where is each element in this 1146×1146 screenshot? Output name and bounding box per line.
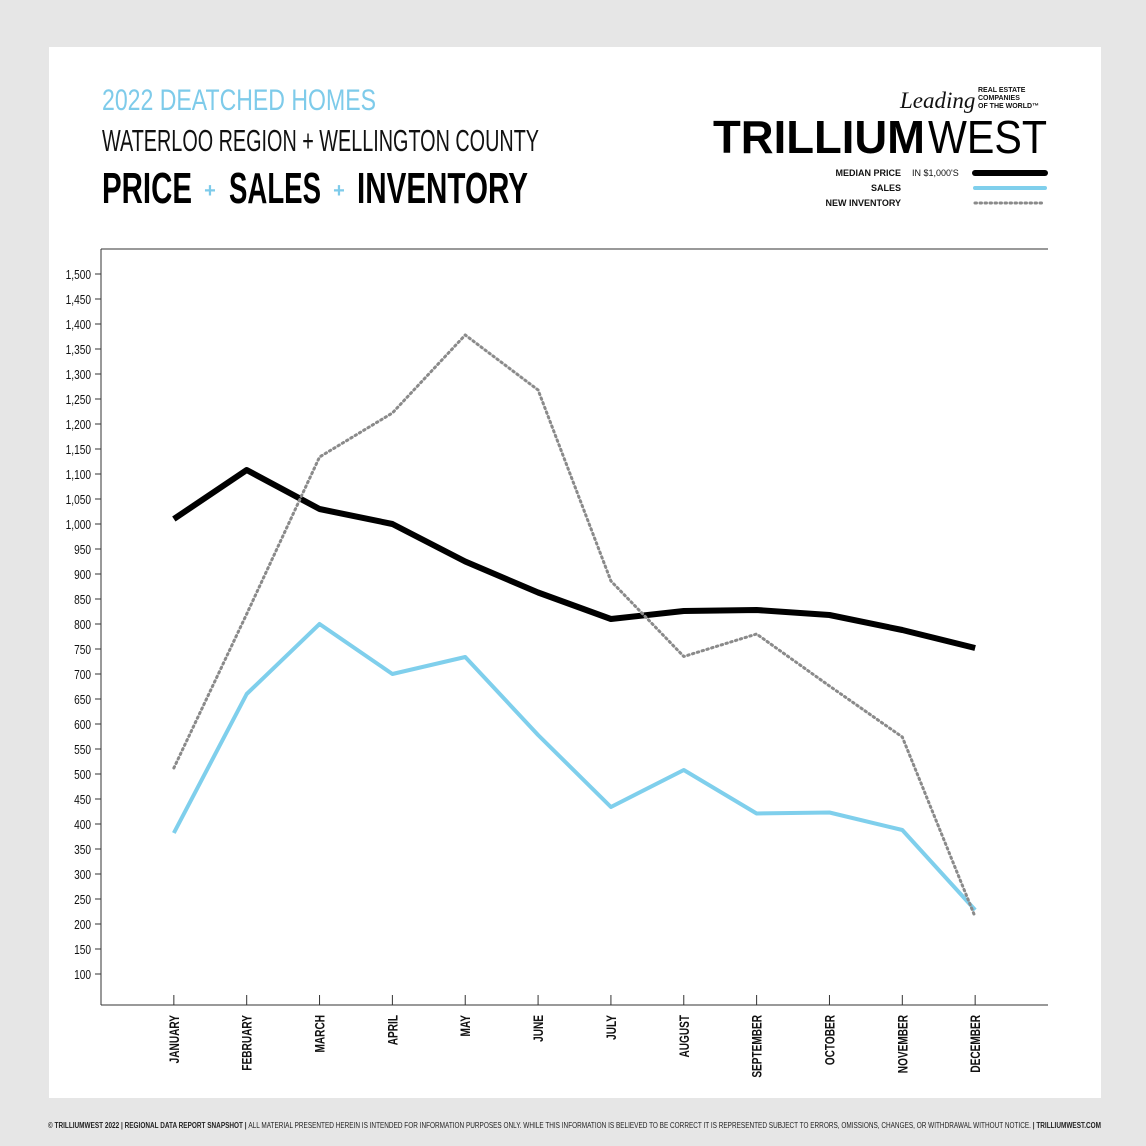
footer-separator: | bbox=[245, 1121, 247, 1130]
x-tick-label: JANUARY bbox=[166, 1015, 182, 1063]
x-tick-label: AUGUST bbox=[676, 1015, 692, 1058]
y-tick-label: 1,050 bbox=[66, 493, 92, 507]
y-tick-label: 650 bbox=[74, 693, 91, 707]
x-tick-label: FEBRUARY bbox=[239, 1015, 255, 1071]
y-tick-label: 1,450 bbox=[66, 293, 92, 307]
x-tick-label: NOVEMBER bbox=[895, 1015, 911, 1073]
x-tick-label: MARCH bbox=[312, 1015, 328, 1052]
card bbox=[49, 47, 1101, 1098]
series-line bbox=[172, 467, 976, 651]
footer-part: ALL MATERIAL PRESENTED HEREIN IS INTENDE… bbox=[248, 1121, 1031, 1130]
y-tick-label: 100 bbox=[74, 968, 91, 982]
legend-label: MEDIAN PRICE bbox=[835, 168, 901, 178]
y-tick-label: 900 bbox=[74, 568, 91, 582]
x-tick-label: MAY bbox=[458, 1015, 474, 1036]
headline-word: SALES bbox=[229, 164, 321, 213]
x-tick-label: JULY bbox=[603, 1015, 619, 1040]
y-tick-label: 950 bbox=[74, 543, 91, 557]
y-tick-label: 700 bbox=[74, 668, 91, 682]
x-tick-label: SEPTEMBER bbox=[749, 1015, 765, 1078]
x-tick-label: DECEMBER bbox=[968, 1015, 984, 1073]
logo-tagline: REAL ESTATE bbox=[978, 87, 1026, 94]
y-tick-label: 550 bbox=[74, 743, 91, 757]
y-tick-label: 500 bbox=[74, 768, 91, 782]
y-tick-label: 450 bbox=[74, 793, 91, 807]
headline-word: INVENTORY bbox=[357, 164, 528, 213]
y-tick-label: 1,300 bbox=[66, 368, 92, 382]
footer-part: TRILLIUMWEST.COM bbox=[1036, 1121, 1101, 1130]
logo-tagline: COMPANIES bbox=[978, 95, 1020, 102]
y-tick-label: 300 bbox=[74, 868, 91, 882]
legend-label: NEW INVENTORY bbox=[825, 198, 901, 208]
y-tick-label: 250 bbox=[74, 893, 91, 907]
y-tick-label: 350 bbox=[74, 843, 91, 857]
footer-part: REGIONAL DATA REPORT SNAPSHOT bbox=[125, 1121, 243, 1130]
footer-separator: | bbox=[121, 1121, 123, 1130]
logo-brand: TRILLIUM bbox=[713, 111, 925, 163]
footer-separator: | bbox=[1033, 1121, 1035, 1130]
y-tick-label: 150 bbox=[74, 943, 91, 957]
headline-word: PRICE bbox=[102, 164, 192, 213]
y-tick-label: 1,150 bbox=[66, 443, 92, 457]
y-tick-label: 1,200 bbox=[66, 418, 92, 432]
headline-separator: + bbox=[204, 180, 216, 202]
y-tick-label: 1,250 bbox=[66, 393, 92, 407]
chart-title: 2022 DEATCHED HOMES bbox=[102, 84, 376, 117]
legend-note: IN $1,000'S bbox=[912, 168, 959, 178]
y-tick-label: 1,350 bbox=[66, 343, 92, 357]
logo-tagline: OF THE WORLD™ bbox=[978, 103, 1039, 110]
logo-brand: WEST bbox=[928, 111, 1047, 163]
y-tick-label: 1,000 bbox=[66, 518, 92, 532]
headline-separator: + bbox=[333, 180, 345, 202]
y-tick-label: 1,500 bbox=[66, 268, 92, 282]
subtitle: WATERLOO REGION + WELLINGTON COUNTY bbox=[102, 123, 539, 158]
x-tick-label: JUNE bbox=[530, 1015, 546, 1042]
footer-part: © TRILLIUMWEST 2022 bbox=[48, 1121, 120, 1130]
y-tick-label: 1,400 bbox=[66, 318, 92, 332]
y-tick-label: 200 bbox=[74, 918, 91, 932]
series-line bbox=[172, 333, 977, 919]
y-tick-label: 800 bbox=[74, 618, 91, 632]
y-tick-label: 600 bbox=[74, 718, 91, 732]
y-tick-label: 1,100 bbox=[66, 468, 92, 482]
y-tick-label: 850 bbox=[74, 593, 91, 607]
logo-leading: Leading bbox=[899, 88, 975, 113]
footer: © TRILLIUMWEST 2022 | REGIONAL DATA REPO… bbox=[48, 1121, 1101, 1130]
series-line bbox=[172, 622, 977, 912]
legend-label: SALES bbox=[871, 183, 901, 193]
y-tick-label: 750 bbox=[74, 643, 91, 657]
x-tick-label: OCTOBER bbox=[822, 1015, 838, 1065]
x-tick-label: APRIL bbox=[385, 1015, 401, 1046]
y-tick-label: 400 bbox=[74, 818, 91, 832]
